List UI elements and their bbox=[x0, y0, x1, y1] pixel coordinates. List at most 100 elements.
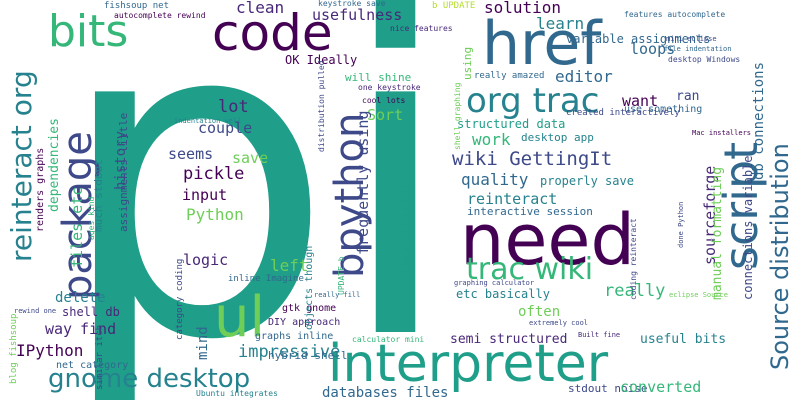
word-cloud-term: way bbox=[45, 320, 73, 338]
word-cloud-term: gtk gnome bbox=[282, 303, 337, 314]
word-cloud-term: impressive bbox=[238, 342, 341, 362]
word-cloud-term: trac wiki bbox=[466, 252, 594, 287]
word-cloud-term: reinteract bbox=[467, 190, 558, 208]
word-cloud-term: Source distribution bbox=[766, 143, 794, 370]
word-cloud-term: Sort bbox=[367, 106, 404, 124]
word-cloud-term: DIY approach bbox=[268, 317, 341, 328]
word-cloud-term: coding reinteract bbox=[629, 218, 638, 300]
word-cloud-term: variable assignments bbox=[566, 32, 711, 46]
word-cloud-term: properly save bbox=[540, 174, 634, 188]
word-cloud-term: org trac bbox=[466, 81, 600, 121]
word-cloud-term: OK Ideally bbox=[285, 53, 358, 67]
word-cloud-term: nice features bbox=[390, 24, 453, 33]
word-cloud-term: mind bbox=[195, 326, 211, 360]
word-cloud-term: rewind one bbox=[14, 307, 57, 315]
word-cloud-term: pi bbox=[55, 0, 457, 400]
word-cloud-term: dependencies bbox=[47, 118, 62, 212]
word-cloud-term: category coding bbox=[175, 258, 185, 340]
word-cloud-term: really amazed bbox=[474, 71, 545, 81]
word-cloud-term: gnome desktop bbox=[48, 364, 251, 394]
word-cloud-term: keystroke save bbox=[318, 0, 386, 8]
word-cloud-term: learn bbox=[536, 14, 585, 33]
word-cloud-term: desktop app bbox=[521, 131, 594, 144]
word-cloud-term: using bbox=[461, 46, 474, 80]
word-cloud-term: work bbox=[472, 130, 511, 149]
word-cloud-term: created interactively bbox=[566, 108, 680, 118]
word-cloud-term: renders graphs bbox=[35, 147, 46, 232]
word-cloud-term: stdout noise bbox=[568, 382, 648, 395]
word-cloud-term: want bbox=[622, 92, 659, 110]
word-cloud-term: graphs inline bbox=[255, 331, 334, 342]
word-cloud-term: seems bbox=[168, 145, 214, 163]
word-cloud-term: IPython bbox=[16, 341, 84, 360]
word-cloud-term: objects though bbox=[304, 245, 315, 330]
word-cloud-term: will shine bbox=[345, 71, 412, 84]
word-cloud-term: semi structured bbox=[450, 332, 568, 347]
word-cloud-term: blog fishsoup bbox=[9, 313, 19, 384]
word-cloud-term: save bbox=[232, 149, 269, 167]
word-cloud-term: pickle bbox=[183, 164, 245, 184]
word-cloud-term: manual formatting bbox=[710, 166, 725, 300]
word-cloud-term: find bbox=[80, 320, 117, 338]
word-cloud-term: ran bbox=[676, 89, 700, 104]
word-cloud-term: solution bbox=[484, 0, 562, 17]
word-cloud-term: really fill bbox=[314, 291, 361, 299]
word-cloud-term: done Python bbox=[677, 201, 685, 248]
word-cloud-term: use something bbox=[624, 104, 703, 115]
word-cloud-term: much stdout bbox=[92, 159, 105, 232]
word-cloud-term: autocomplete rewind bbox=[114, 11, 206, 20]
word-cloud-term: databases files bbox=[322, 385, 449, 400]
word-cloud-term: hybrid shell bbox=[268, 349, 348, 362]
word-cloud-term: shell graphing bbox=[453, 82, 462, 150]
word-cloud-term: indentation well bbox=[174, 117, 242, 125]
word-cloud-term: left bbox=[270, 256, 309, 275]
word-cloud-term: fishsoup net bbox=[104, 1, 170, 11]
word-cloud-term: couple bbox=[198, 119, 253, 137]
word-cloud-term: logic bbox=[183, 251, 229, 269]
word-cloud-term: Python bbox=[186, 205, 244, 224]
word-cloud-term: extremely cool bbox=[529, 319, 589, 327]
word-cloud-term: one keystroke bbox=[358, 83, 421, 92]
word-cloud-term: delete bbox=[55, 290, 106, 306]
word-cloud-term: Mac installers bbox=[692, 129, 752, 137]
word-cloud-term: ul bbox=[214, 285, 266, 350]
word-cloud-term: similar itch bbox=[95, 324, 105, 390]
word-cloud-term: cool lots bbox=[362, 96, 406, 105]
word-cloud-term: distribution pulled bbox=[317, 60, 326, 152]
word-cloud-term: useful bits bbox=[640, 332, 727, 347]
word-cloud-term: eclipse Source bbox=[669, 291, 729, 299]
word-cloud-term: often bbox=[518, 304, 561, 320]
word-cloud-term: interpreter bbox=[328, 334, 609, 394]
word-cloud-term: Ubuntu integrates bbox=[196, 389, 278, 398]
word-cloud-term: b UPDATE bbox=[432, 1, 476, 11]
word-cloud-term: db connections bbox=[751, 61, 767, 180]
word-cloud-term: editor bbox=[555, 67, 613, 86]
word-cloud-term: interactive session bbox=[467, 205, 593, 218]
word-cloud-term: assignments little bbox=[117, 112, 130, 232]
word-cloud-term: input bbox=[182, 186, 228, 204]
word-cloud-term: UPDATE b bbox=[337, 256, 346, 295]
word-cloud-term: visualization bbox=[399, 181, 414, 283]
word-cloud-term: Built fine bbox=[578, 331, 621, 339]
word-cloud-term: features autocomplete bbox=[624, 10, 726, 19]
word-cloud-term: converted bbox=[620, 378, 702, 396]
word-cloud-term: structured data bbox=[457, 117, 566, 131]
word-cloud-term: need bbox=[460, 199, 635, 281]
word-cloud-term: files etc bbox=[68, 186, 86, 268]
word-cloud-term: lot bbox=[218, 97, 249, 117]
word-cloud-term: etc basically bbox=[456, 287, 550, 301]
word-cloud-term: wiki GettingIt bbox=[452, 148, 613, 170]
word-cloud-term: reinteract org bbox=[5, 70, 38, 262]
word-cloud-term: frequently using bbox=[354, 110, 372, 256]
word-cloud-term: mini eclipse bbox=[666, 35, 717, 43]
word-cloud-term: href bbox=[482, 9, 602, 79]
word-cloud-term: quality bbox=[461, 170, 529, 189]
word-cloud-term: file indentation bbox=[664, 45, 732, 53]
word-cloud-term: bits bbox=[48, 6, 129, 57]
word-cloud-term: shell db bbox=[62, 305, 120, 319]
word-cloud-term: loops bbox=[630, 40, 676, 58]
word-cloud-term: code bbox=[212, 4, 333, 62]
word-cloud-term: net category bbox=[56, 360, 129, 371]
word-cloud-term: calculator mini bbox=[352, 335, 425, 344]
